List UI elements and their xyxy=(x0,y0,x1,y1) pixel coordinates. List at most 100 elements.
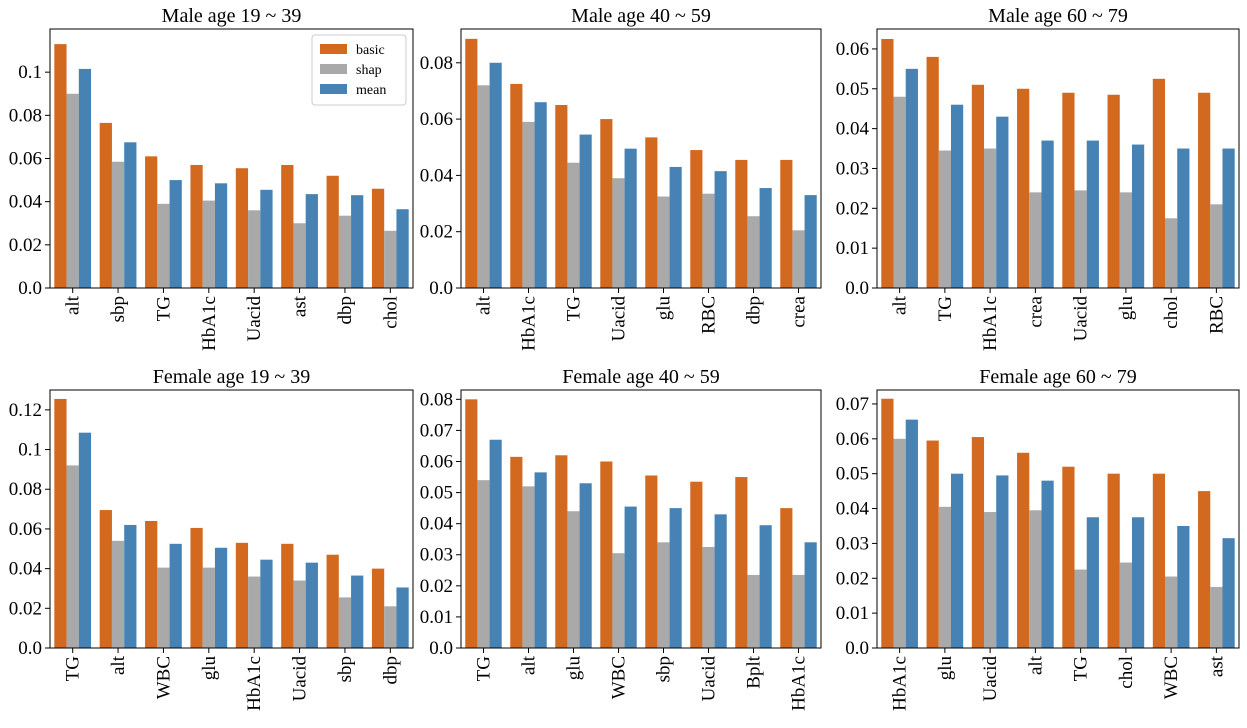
chart-panel-5: Female age 40 ~ 59 0.0 0.01 0.02 0.03 0.04 0.0… xyxy=(420,366,822,711)
legend: basic shap mean xyxy=(311,34,407,106)
bar-shap-crea xyxy=(792,230,805,288)
chart-title: Female age 40 ~ 59 xyxy=(562,366,719,388)
axes-frame xyxy=(876,28,1240,289)
bar-shap-chol xyxy=(1119,562,1132,648)
bar-shap-dbp xyxy=(338,215,352,288)
y-tick-label: 0.06 xyxy=(836,429,869,450)
legend-swatch-shap xyxy=(320,64,347,74)
bar-basic-TG xyxy=(1062,466,1075,648)
bar-basic-alt xyxy=(99,510,112,648)
x-tick-label-HbA1c: HbA1c xyxy=(519,296,540,351)
bar-basic-HbA1c xyxy=(190,164,203,288)
x-tick-label-alt: alt xyxy=(474,295,495,315)
bar-basic-glu xyxy=(190,527,203,648)
chart-title: Female age 19 ~ 39 xyxy=(153,366,310,388)
y-tick-label: 0.08 xyxy=(420,389,453,410)
legend-swatch-basic xyxy=(320,44,347,54)
axes-frame xyxy=(460,389,822,649)
bar-shap-HbA1c xyxy=(202,200,215,288)
chart-title: Male age 40 ~ 59 xyxy=(571,5,711,27)
x-tick-label-alt: alt xyxy=(108,655,129,675)
x-tick-label-crea: crea xyxy=(789,295,810,327)
bar-shap-Uacid xyxy=(702,546,715,648)
bar-mean-Bplt xyxy=(759,525,772,648)
x-tick-label-WBC: WBC xyxy=(153,656,174,699)
bar-shap-chol xyxy=(384,230,397,288)
bar-mean-TG xyxy=(950,104,964,289)
bar-basic-chol xyxy=(1107,473,1120,648)
y-tick-label: 0.03 xyxy=(420,545,453,566)
x-tick-label-TG: TG xyxy=(935,296,956,322)
y-tick-label: 0.06 xyxy=(9,519,42,540)
bar-mean-glu xyxy=(1131,144,1145,288)
y-tick-label: 0.08 xyxy=(9,105,42,126)
bar-mean-RBC xyxy=(714,171,727,288)
bar-shap-Uacid xyxy=(612,178,625,288)
x-tick-label-TG: TG xyxy=(63,656,84,682)
y-tick-label: 0.06 xyxy=(9,149,42,170)
y-tick-label: 0.1 xyxy=(18,62,42,83)
y-tick-label: 0.0 xyxy=(845,638,869,659)
chart-panel-4: Female age 19 ~ 39 0.0 0.02 0.04 0.06 0.08 0.1… xyxy=(9,366,414,711)
bar-mean-TG xyxy=(78,432,92,648)
x-tick-label-HbA1c: HbA1c xyxy=(980,296,1001,351)
x-tick-label-TG: TG xyxy=(153,296,174,322)
y-tick-label: 0.02 xyxy=(420,222,453,243)
chart-panel-3: Male age 60 ~ 79 0.0 0.01 0.02 0.03 0.04 0.05 0… xyxy=(836,5,1240,351)
bar-basic-HbA1c xyxy=(971,84,985,288)
bar-shap-HbA1c xyxy=(522,121,535,289)
x-tick-label-HbA1c: HbA1c xyxy=(244,656,265,711)
y-tick-label: 0.03 xyxy=(836,533,869,554)
bar-basic-HbA1c xyxy=(881,398,894,648)
bar-shap-crea xyxy=(1029,192,1042,288)
bar-basic-glu xyxy=(555,455,568,648)
bar-basic-Uacid xyxy=(235,168,249,288)
x-tick-label-sbp: sbp xyxy=(335,656,356,682)
bar-basic-TG xyxy=(465,399,478,648)
bar-mean-crea xyxy=(1041,140,1054,288)
x-tick-label-dbp: dbp xyxy=(380,656,401,685)
bar-shap-alt xyxy=(522,486,535,648)
chart-title: Male age 19 ~ 39 xyxy=(162,5,302,27)
bar-mean-alt xyxy=(534,472,547,648)
chart-title: Male age 60 ~ 79 xyxy=(988,5,1128,27)
y-tick-label: 0.08 xyxy=(9,479,42,500)
bar-shap-sbp xyxy=(338,597,352,648)
bar-shap-ast xyxy=(1210,586,1223,648)
x-tick-label-WBC: WBC xyxy=(1161,656,1182,699)
bar-shap-HbA1c xyxy=(248,576,261,648)
bar-mean-alt xyxy=(489,62,502,288)
y-tick-label: 0.05 xyxy=(420,483,453,504)
y-tick-label: 0.03 xyxy=(836,158,869,179)
y-tick-label: 0.06 xyxy=(420,451,453,472)
x-tick-label-Uacid: Uacid xyxy=(699,656,720,702)
bar-basic-HbA1c xyxy=(780,508,793,648)
y-tick-label: 0.04 xyxy=(420,514,454,535)
bar-basic-Uacid xyxy=(281,543,294,648)
bar-shap-Uacid xyxy=(293,580,306,648)
bar-mean-alt xyxy=(78,68,92,289)
bar-shap-Uacid xyxy=(1074,190,1087,288)
bar-shap-Uacid xyxy=(248,210,261,288)
x-tick-label-glu: glu xyxy=(199,656,220,681)
y-tick-label: 0.04 xyxy=(9,559,43,580)
bar-basic-RBC xyxy=(690,150,703,288)
bar-shap-TG xyxy=(66,465,79,648)
bar-basic-TG xyxy=(54,398,67,648)
bar-mean-RBC xyxy=(1222,148,1235,288)
bar-shap-Uacid xyxy=(984,512,997,648)
bar-mean-ast xyxy=(1222,538,1235,648)
y-tick-label: 0.08 xyxy=(420,53,453,74)
bar-basic-sbp xyxy=(326,554,339,648)
bar-basic-chol xyxy=(371,188,385,288)
bar-basic-crea xyxy=(780,159,793,288)
bar-mean-TG xyxy=(489,439,502,648)
bar-mean-WBC xyxy=(169,543,182,648)
bar-mean-dbp xyxy=(759,188,772,288)
axes-frame xyxy=(460,28,822,289)
x-tick-label-chol: chol xyxy=(1116,656,1137,689)
bar-mean-WBC xyxy=(624,506,637,648)
x-tick-label-RBC: RBC xyxy=(699,296,720,334)
bar-mean-dbp xyxy=(396,587,409,648)
bar-shap-dbp xyxy=(384,606,397,648)
